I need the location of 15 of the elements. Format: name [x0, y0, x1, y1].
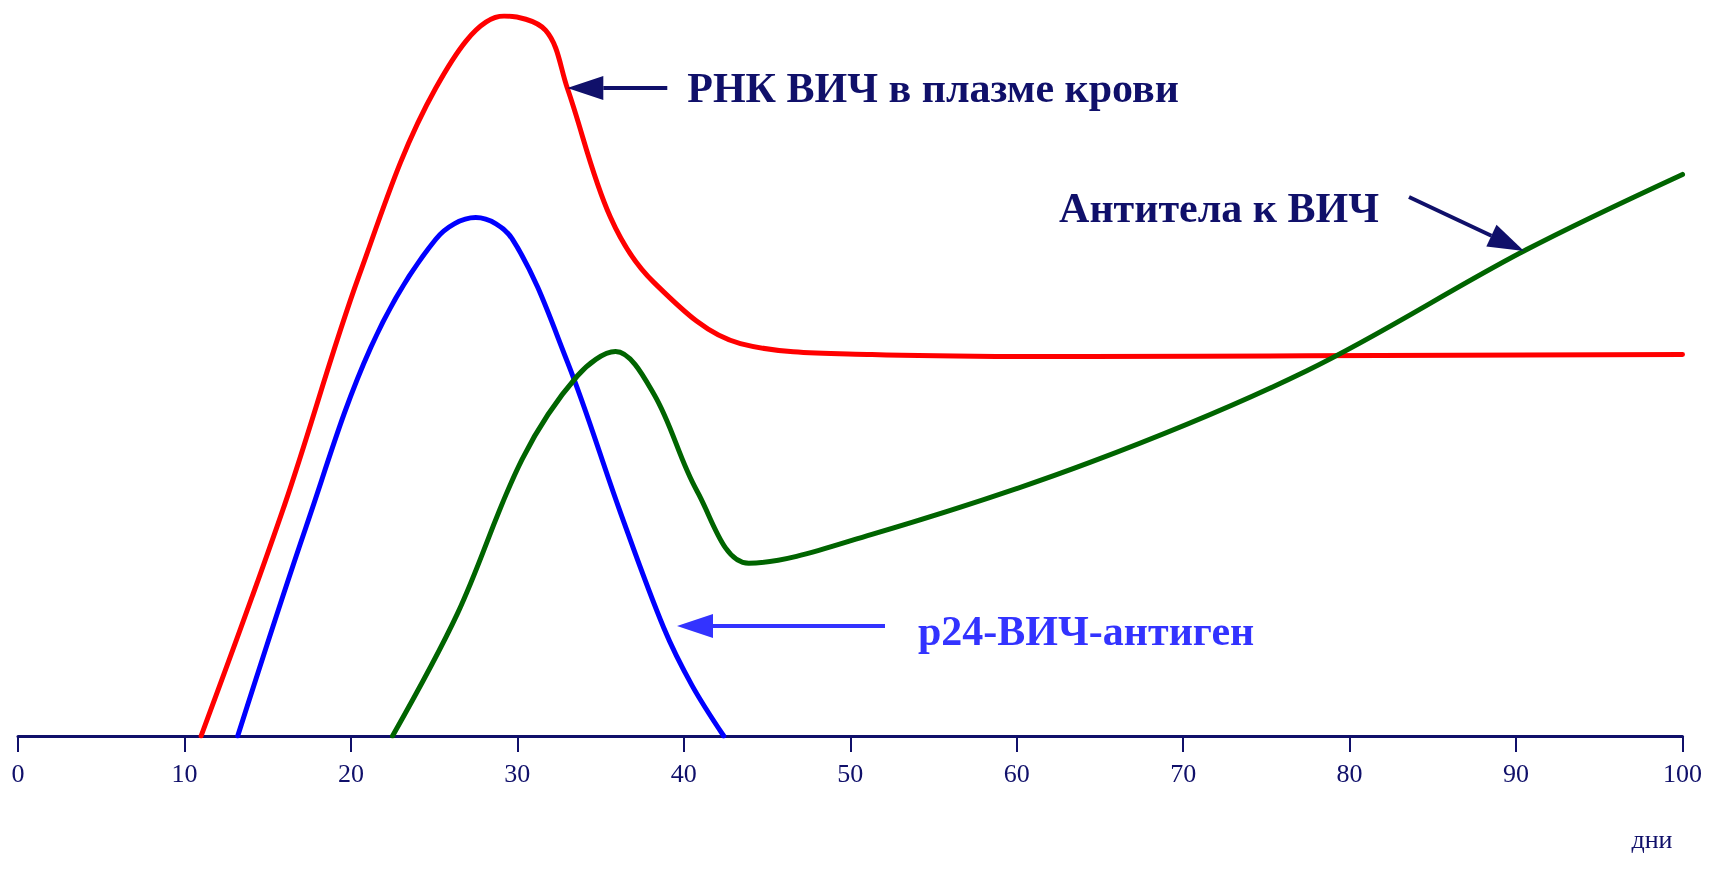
x-tick-label: 40	[670, 758, 697, 788]
annotation: p24-ВИЧ-антиген	[918, 608, 1255, 654]
x-tick-label: 50	[837, 758, 864, 788]
x-tick-label: 20	[337, 758, 364, 788]
x-tick-label: 80	[1336, 758, 1363, 788]
x-tick-label: 100	[1663, 758, 1702, 788]
x-axis-title: дни	[1631, 824, 1673, 854]
x-tick-label: 60	[1003, 758, 1030, 788]
annotation: Антитела к ВИЧ	[1059, 185, 1380, 231]
x-tick-label: 30	[504, 758, 531, 788]
x-tick-label: 90	[1503, 758, 1530, 788]
x-tick-label: 70	[1170, 758, 1197, 788]
x-tick-label: 10	[171, 758, 198, 788]
annotation: РНК ВИЧ в плазме крови	[687, 65, 1179, 111]
x-tick-label: 0	[11, 758, 25, 788]
